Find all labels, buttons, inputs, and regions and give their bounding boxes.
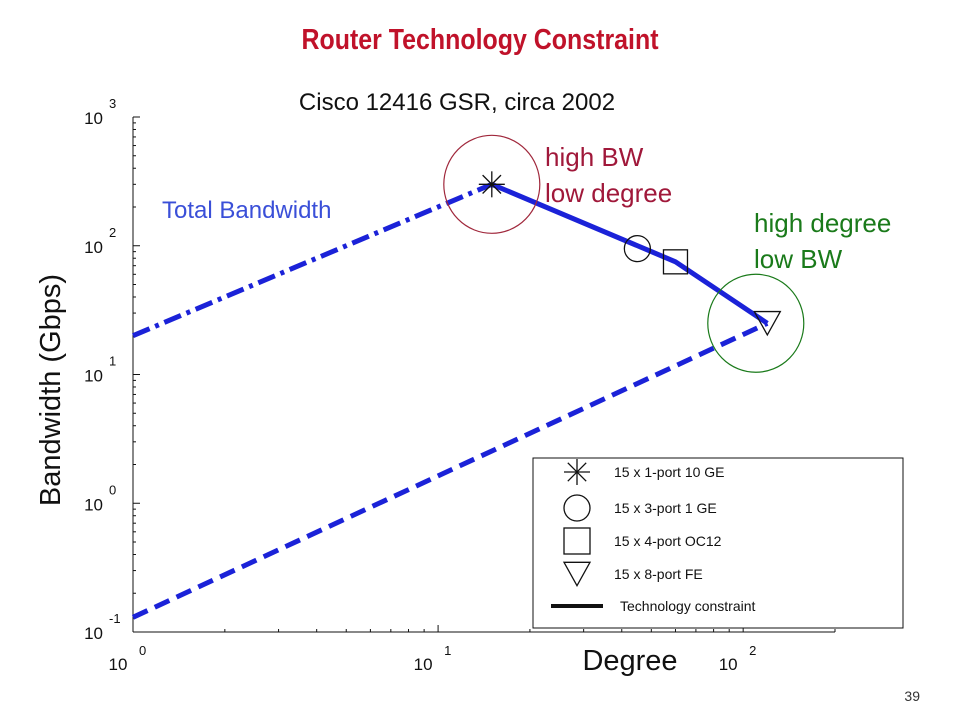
legend-label: 15 x 1-port 10 GE (614, 464, 725, 480)
x-axis-label: Degree (582, 645, 677, 677)
x-tick-exponent: 1 (444, 643, 451, 658)
x-tick-label: 10 (109, 655, 128, 674)
y-tick-label: 10 (84, 624, 103, 643)
y-axis-label: Bandwidth (Gbps) (35, 274, 67, 506)
legend-symbol-circle (563, 494, 591, 522)
x-tick-exponent: 2 (749, 643, 756, 658)
legend-label: 15 x 8-port FE (614, 566, 703, 582)
y-tick-exponent: 1 (109, 354, 116, 369)
y-tick-label: 10 (84, 367, 103, 386)
square-shape (563, 527, 591, 555)
marker-star (478, 171, 505, 198)
annotation-high-bw-line2: low degree (545, 178, 672, 208)
y-tick-label: 10 (84, 495, 103, 514)
circle-shape (623, 234, 652, 263)
highlight-circle-0 (443, 134, 541, 234)
x-tick-label: 10 (719, 655, 738, 674)
legend-symbol-triangle-down (562, 561, 592, 588)
square-shape (662, 249, 689, 275)
x-tick-label: 10 (414, 655, 433, 674)
legend-symbol-star (564, 459, 590, 485)
y-tick-label: 10 (84, 238, 103, 257)
y-tick-label: 10 (84, 109, 103, 128)
marker-square (662, 249, 689, 275)
marker-layer (478, 171, 782, 337)
marker-triangle-down (753, 310, 782, 337)
axes: 10 -1 10 0 10 1 10 2 10 3 10 0 10 1 10 2 (84, 96, 836, 674)
legend-box (532, 457, 904, 629)
annotation-total-bandwidth: Total Bandwidth (162, 197, 331, 224)
legend-label: 15 x 3-port 1 GE (614, 500, 717, 516)
legend-label: Technology constraint (620, 598, 756, 614)
y-tick-exponent: -1 (109, 611, 121, 626)
legend: 15 x 1-port 10 GE 15 x 3-port 1 GE 15 x 4-… (532, 457, 904, 629)
legend-symbol-square (563, 527, 591, 555)
series-line-dashed (131, 321, 769, 620)
annotation-high-bw-line1: high BW (545, 142, 644, 172)
star-stroke (567, 462, 587, 482)
slide-title: Router Technology Constraint (301, 24, 659, 56)
circle-shape (563, 494, 591, 522)
chart-title: Cisco 12416 GSR, circa 2002 (299, 89, 615, 116)
legend-label: 15 x 4-port OC12 (614, 533, 722, 549)
triangle-shape (753, 310, 782, 337)
marker-circle (623, 234, 652, 263)
highlight-circle-1 (707, 273, 805, 373)
y-tick-exponent: 2 (109, 225, 116, 240)
highlight-layer (443, 134, 805, 373)
triangle-shape (562, 561, 592, 588)
annotation-high-degree-line1: high degree (754, 208, 891, 238)
y-tick-exponent: 0 (109, 482, 116, 497)
star-stroke (482, 174, 502, 194)
y-tick-exponent: 3 (109, 96, 116, 111)
series-line-dash-dot (132, 181, 493, 339)
x-tick-exponent: 0 (139, 643, 146, 658)
annotation-high-degree-line2: low BW (754, 244, 843, 274)
page-number: 39 (904, 688, 920, 704)
